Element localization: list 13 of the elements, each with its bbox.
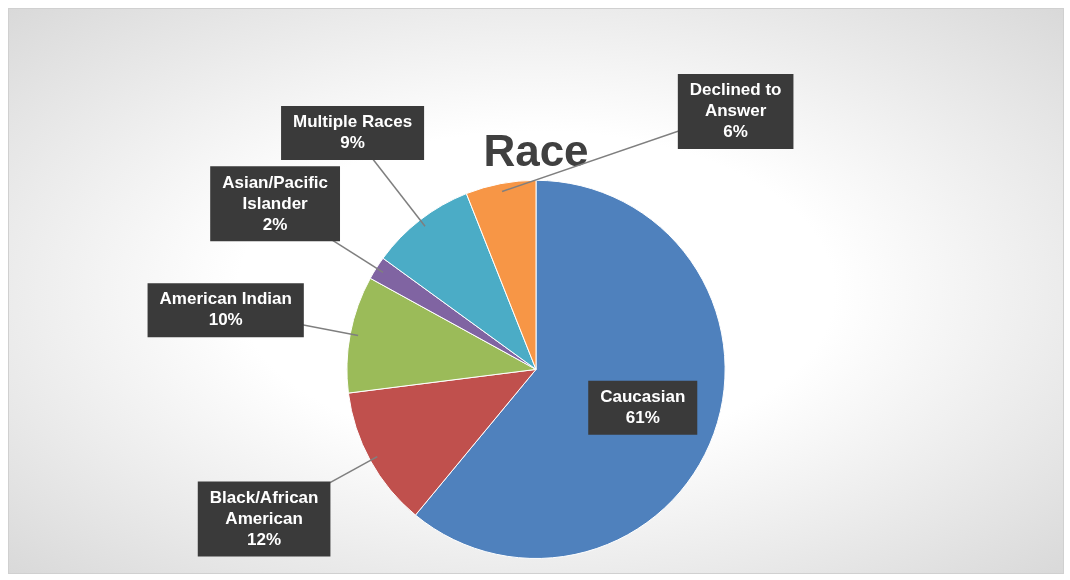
data-label: 2%: [262, 214, 288, 234]
data-label: 10%: [208, 310, 243, 330]
slice-label: American Indian: [159, 289, 292, 309]
data-label: 12%: [247, 529, 282, 549]
slice-label: Multiple Races: [293, 112, 413, 132]
data-label: 6%: [723, 122, 748, 142]
text: Race: [483, 125, 589, 175]
slice-label: Declined to Answer: [689, 80, 782, 121]
slice-label: Caucasian: [600, 387, 686, 407]
slice-label: Black/African American: [209, 487, 319, 528]
data-label: 9%: [340, 133, 365, 153]
data-label: 61%: [625, 408, 660, 428]
slice-label: Asian/Pacific Islander: [222, 172, 329, 213]
